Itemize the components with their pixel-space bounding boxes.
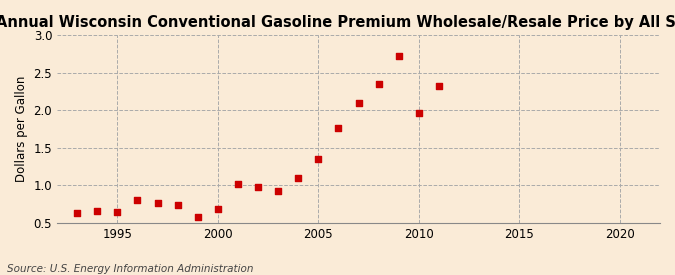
Point (333, 126, 344, 131)
Point (112, 210, 123, 214)
Point (132, 198, 143, 203)
Point (373, 82, 384, 86)
Point (192, 215, 203, 219)
Y-axis label: Dollars per Gallon: Dollars per Gallon (15, 76, 28, 182)
Point (353, 101, 364, 105)
Point (273, 188, 284, 193)
Point (72, 211, 82, 215)
Point (92, 209, 103, 213)
Point (152, 201, 163, 206)
Point (252, 185, 263, 189)
Text: Source: U.S. Energy Information Administration: Source: U.S. Energy Information Administ… (7, 264, 253, 274)
Title: Annual Wisconsin Conventional Gasoline Premium Wholesale/Resale Price by All Sel: Annual Wisconsin Conventional Gasoline P… (0, 15, 675, 30)
Point (172, 203, 183, 207)
Point (394, 54, 404, 59)
Point (213, 207, 223, 211)
Point (313, 157, 324, 161)
Point (433, 83, 444, 88)
Point (413, 111, 424, 116)
Point (232, 182, 243, 186)
Point (293, 176, 304, 180)
